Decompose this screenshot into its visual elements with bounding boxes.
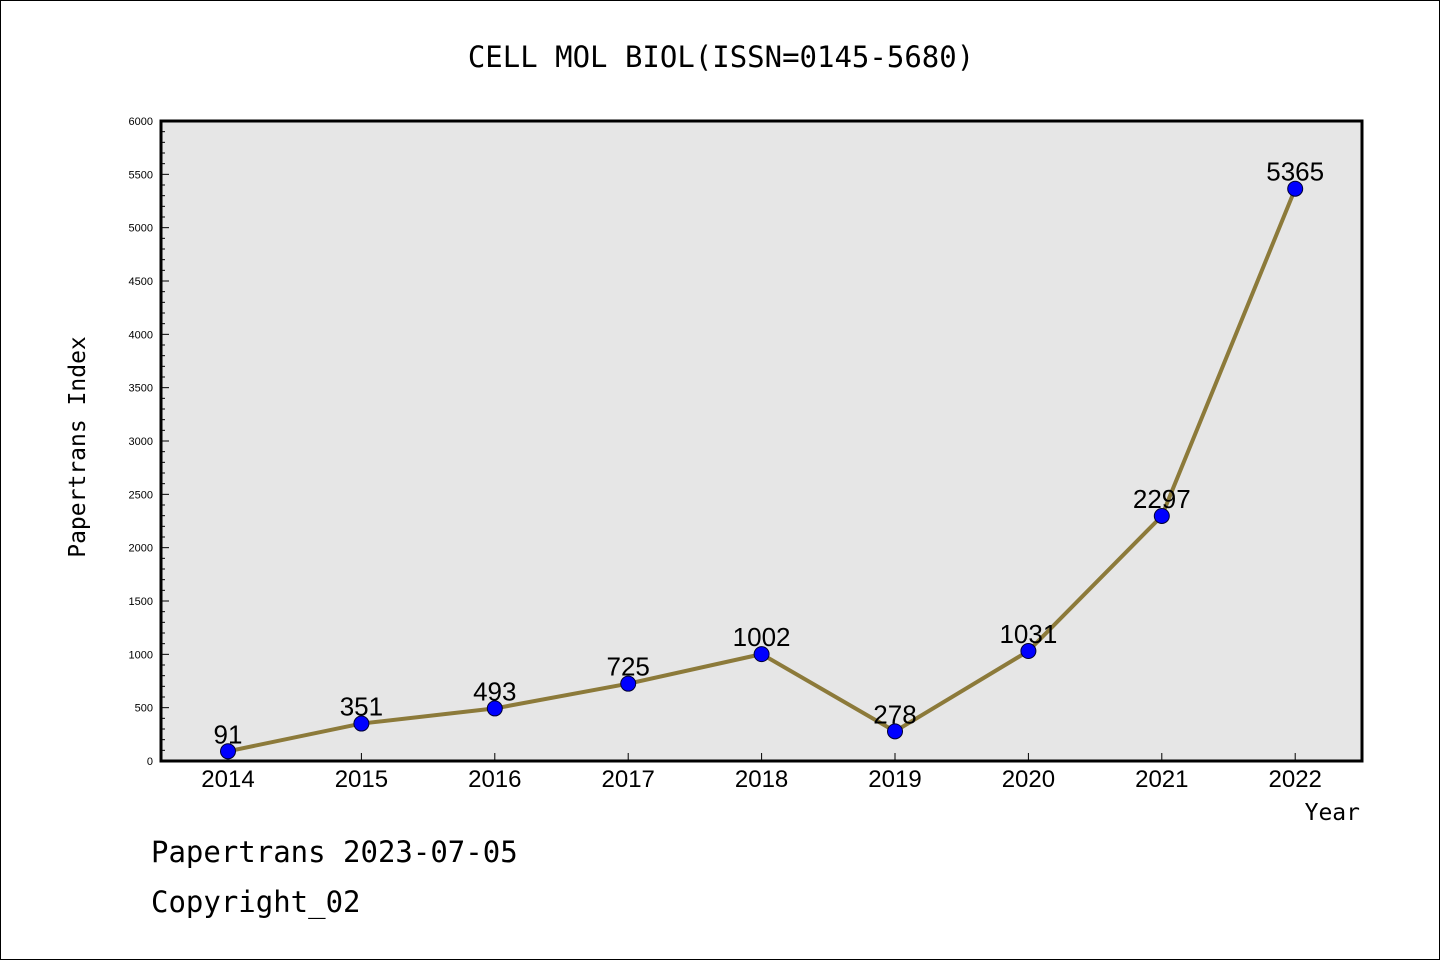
markers [220, 180, 1304, 760]
data-label: 493 [473, 676, 516, 706]
x-tick-label: 2022 [1269, 766, 1322, 793]
data-point [220, 743, 236, 760]
x-axis-label: Year [1305, 800, 1360, 826]
data-label: 5365 [1266, 157, 1324, 187]
x-tick-label: 2020 [1002, 766, 1055, 793]
y-tick-label: 5000 [129, 223, 153, 235]
y-tick-label: 1500 [129, 596, 153, 608]
data-label: 91 [214, 719, 243, 749]
y-tick-label: 2500 [129, 489, 153, 501]
data-point [620, 675, 637, 692]
y-tick-label: 500 [135, 703, 153, 715]
data-point [486, 700, 503, 717]
x-tick-label: 2021 [1135, 766, 1188, 793]
y-tick-label: 0 [147, 756, 153, 768]
data-label: 1031 [999, 619, 1057, 649]
data-point [1020, 643, 1037, 660]
y-axis-label: Papertrans Index [65, 336, 91, 558]
footer-copyright: Copyright_02 [151, 885, 361, 919]
data-point [1287, 180, 1304, 197]
data-label: 725 [607, 652, 650, 682]
data-label: 2297 [1133, 484, 1191, 514]
data-point [1153, 507, 1170, 524]
footer-date: Papertrans 2023-07-05 [151, 835, 518, 869]
plot-area [161, 121, 1362, 761]
data-label: 351 [340, 692, 383, 722]
data-point [753, 646, 770, 663]
data-label: 278 [873, 699, 916, 729]
y-tick-label: 6000 [129, 116, 153, 128]
x-tick-label: 2019 [868, 766, 921, 793]
x-tick-label: 2016 [468, 766, 521, 793]
y-tick-label: 4000 [129, 329, 153, 341]
data-point [887, 723, 903, 740]
x-tick-label: 2014 [201, 766, 254, 793]
data-label: 1002 [733, 622, 791, 652]
x-axis: 2014 2015 2016 2017 2018 2019 2020 2021 2022 [201, 753, 1322, 793]
y-tick-label: 2000 [129, 543, 153, 555]
plot-border [159, 119, 1364, 763]
y-tick-label: 1000 [129, 649, 153, 661]
x-tick-label: 2018 [735, 766, 788, 793]
x-tick-label: 2015 [335, 766, 388, 793]
chart-title: CELL MOL BIOL(ISSN=0145-5680) [468, 40, 974, 74]
data-labels: 91 351 493 725 1002 278 1031 2297 5365 [214, 157, 1325, 750]
y-tick-label: 3000 [129, 436, 153, 448]
y-tick-label: 4500 [129, 276, 153, 288]
data-point [353, 715, 370, 732]
y-tick-label: 5500 [129, 169, 153, 181]
x-tick-label: 2017 [602, 766, 655, 793]
y-tick-label: 3500 [129, 383, 153, 395]
